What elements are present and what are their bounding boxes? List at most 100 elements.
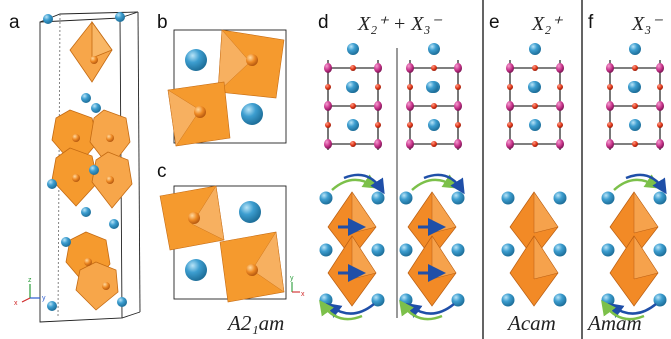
a-site-sphere xyxy=(553,293,567,307)
rotation-arrow xyxy=(319,299,363,321)
oxygen-atom xyxy=(375,122,381,128)
a-site-sphere xyxy=(371,191,385,205)
octahedron-facet xyxy=(533,191,559,234)
cation-atom xyxy=(606,139,614,149)
lattice-d-left xyxy=(324,43,382,150)
cation-atom xyxy=(454,139,462,149)
a-site-sphere xyxy=(371,243,385,257)
a-site-sphere xyxy=(451,293,465,307)
oxygen-atom xyxy=(325,122,331,128)
panel-d: d X₂⁺ + X₃⁻ xyxy=(318,12,465,321)
oxygen-atom xyxy=(657,122,663,128)
rotation-arrow xyxy=(343,173,385,195)
cation-atom xyxy=(324,63,332,73)
axis-triad-c: y x xyxy=(290,275,305,298)
rotation-arrow xyxy=(601,299,645,321)
oxygen-atom xyxy=(607,122,613,128)
a-site-spheres xyxy=(43,12,127,311)
oxygen-atom xyxy=(350,141,356,147)
sphere-c1 xyxy=(239,201,261,223)
cation-atom xyxy=(406,63,414,73)
oxygen-atom xyxy=(632,141,638,147)
a-site-sphere xyxy=(319,191,333,205)
a-site-sphere xyxy=(501,191,515,205)
octahedron-facet xyxy=(633,235,659,280)
cation-atom xyxy=(506,139,514,149)
panel-c: c y x A2₁am xyxy=(157,161,305,335)
cation-atom xyxy=(454,63,462,73)
oxygen-atom xyxy=(407,84,413,90)
a-site-sphere xyxy=(451,243,465,257)
panel-e: e X₂⁺ Acam xyxy=(489,12,567,335)
oxygen-atom xyxy=(632,65,638,71)
oxygen-atom xyxy=(431,65,437,71)
a-site-sphere xyxy=(601,191,615,205)
rotation-arrow xyxy=(423,173,465,195)
oxygen-atom xyxy=(455,84,461,90)
oxygen-atom xyxy=(325,84,331,90)
a-site-sphere xyxy=(501,293,515,307)
sphere-c2 xyxy=(185,259,207,281)
oxygen-atom xyxy=(607,84,613,90)
a-site-sphere xyxy=(428,119,440,131)
panel-letter-c: c xyxy=(157,161,167,182)
cation-atom xyxy=(506,63,514,73)
cation-atom xyxy=(556,139,564,149)
axis-x-label: x xyxy=(14,300,18,307)
octahedra-d-right xyxy=(399,173,465,321)
cation-atom xyxy=(454,101,462,111)
cation-atom xyxy=(406,101,414,111)
rotation-arrow xyxy=(411,174,459,191)
oxygen-atom xyxy=(455,122,461,128)
axis-c-y-label: y xyxy=(290,275,294,282)
cation-atom xyxy=(606,63,614,73)
cation-atom xyxy=(556,63,564,73)
oxygen-atom xyxy=(350,65,356,71)
cation-atom xyxy=(324,139,332,149)
a-site-sphere xyxy=(428,43,440,55)
oxygen-atom xyxy=(350,103,356,109)
panel-letter-f: f xyxy=(588,12,594,33)
oxygen-atom xyxy=(532,103,538,109)
cation-atom xyxy=(406,139,414,149)
a-site-sphere xyxy=(629,43,641,55)
cation-atom xyxy=(374,101,382,111)
octahedra-stack xyxy=(51,20,133,311)
a-site-sphere xyxy=(451,191,465,205)
octahedron-facet xyxy=(533,235,559,280)
symmetry-label-c: A2₁am xyxy=(226,311,284,335)
panel-letter-b: b xyxy=(157,12,168,33)
a-site-sphere xyxy=(628,81,640,93)
symmetry-label-e: Acam xyxy=(506,311,556,335)
oxygen-atom xyxy=(431,103,437,109)
a-site-sphere xyxy=(528,81,540,93)
cell-box-b xyxy=(173,29,287,144)
octahedron-facet xyxy=(633,191,659,234)
rotation-arrow xyxy=(331,174,379,191)
oxygen-atom xyxy=(557,122,563,128)
cation-atom xyxy=(374,63,382,73)
panel-letter-e: e xyxy=(489,12,500,33)
cation-atom xyxy=(506,101,514,111)
axis-c-x-label: x xyxy=(301,291,305,298)
oxygen-atom xyxy=(507,122,513,128)
a-site-sphere xyxy=(371,293,385,307)
oxygen-atom xyxy=(657,84,663,90)
oxygen-atom xyxy=(532,65,538,71)
cation-atom xyxy=(374,139,382,149)
a-site-sphere xyxy=(501,243,515,257)
a-site-sphere xyxy=(319,243,333,257)
octahedra-d-left xyxy=(319,173,385,321)
oxygen-atom xyxy=(507,84,513,90)
panel-b: b xyxy=(157,12,287,147)
a-site-sphere xyxy=(653,191,667,205)
a-site-sphere xyxy=(601,243,615,257)
a-site-sphere xyxy=(399,191,413,205)
a-site-sphere xyxy=(553,243,567,257)
a-site-sphere xyxy=(653,293,667,307)
a-site-sphere xyxy=(399,243,413,257)
lattice-d-right xyxy=(406,43,462,150)
rotation-arrow xyxy=(613,174,661,191)
oxygen-atom xyxy=(407,122,413,128)
